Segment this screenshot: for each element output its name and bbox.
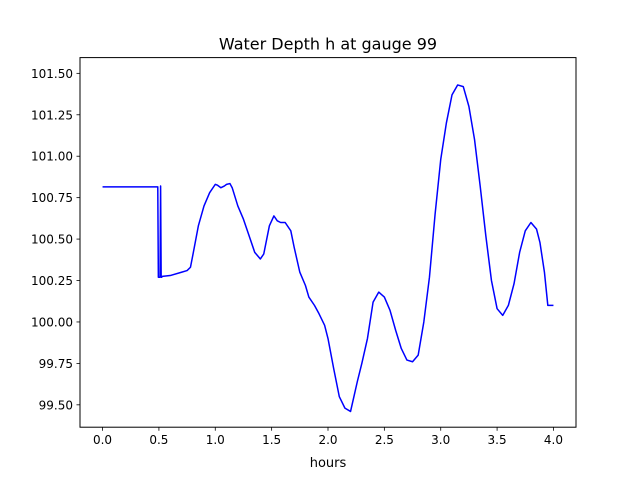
- y-tick-label: 100.00: [31, 315, 73, 329]
- x-tick-label: 1.5: [262, 433, 281, 447]
- y-tick-label: 100.25: [31, 274, 73, 288]
- x-tick-label: 0.0: [93, 433, 112, 447]
- y-tick-label: 101.25: [31, 108, 73, 122]
- x-tick-label: 1.0: [206, 433, 225, 447]
- y-tick-label: 99.75: [39, 357, 73, 371]
- x-tick-label: 3.0: [431, 433, 450, 447]
- y-tick-label: 100.75: [31, 191, 73, 205]
- x-tick-label: 3.5: [488, 433, 507, 447]
- chart-title: Water Depth h at gauge 99: [219, 35, 437, 54]
- x-tick-label: 2.0: [318, 433, 337, 447]
- x-axis-label: hours: [310, 456, 347, 471]
- x-tick-label: 0.5: [149, 433, 168, 447]
- x-tick-label: 2.5: [375, 433, 394, 447]
- series-line-0: [102, 84, 554, 413]
- y-tick-label: 101.00: [31, 150, 73, 164]
- y-tick-label: 100.50: [31, 233, 73, 247]
- x-tick-label: 4.0: [544, 433, 563, 447]
- y-tick-label: 99.50: [39, 398, 73, 412]
- y-tick-label: 101.50: [31, 67, 73, 81]
